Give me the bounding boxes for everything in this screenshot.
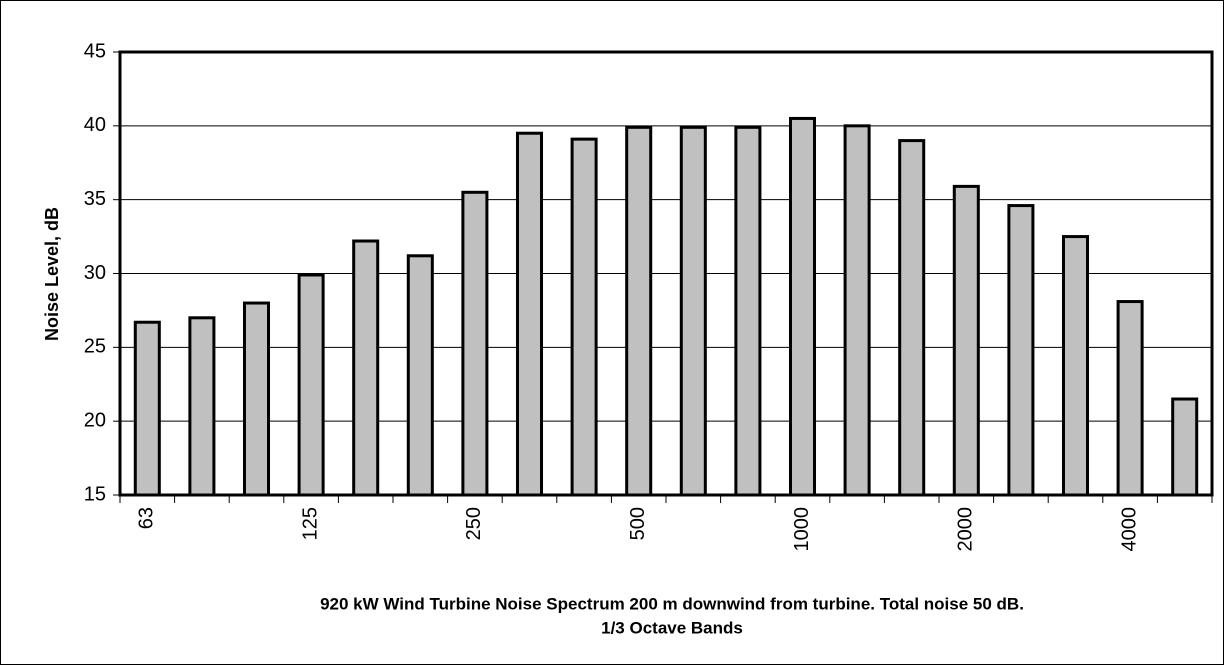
bar [406,254,434,497]
bar [843,124,871,497]
x-tick-label: 125 [299,507,321,540]
y-tick-label: 45 [84,40,106,62]
y-tick-label: 20 [84,409,106,431]
y-tick-label: 30 [84,262,106,284]
bar [1007,204,1035,497]
y-tick-label: 35 [84,188,106,210]
y-tick-label: 25 [84,336,106,358]
bar [625,125,653,497]
bar [515,131,544,497]
y-axis-label: Noise Level, dB [42,207,62,341]
bar [1116,300,1144,497]
bar [297,273,325,497]
bar [734,125,762,497]
x-tick-label: 500 [627,507,649,540]
y-tick-label: 40 [84,114,106,136]
x-tick-label: 63 [136,507,158,529]
bar [1061,235,1090,497]
bar [898,139,926,497]
bar [352,239,380,497]
bar [570,137,598,497]
plot-border [118,50,1214,497]
x-axis-label: 1/3 Octave Bands [601,618,743,637]
x-tick-label: 250 [463,507,485,540]
bar [461,190,489,497]
bar [1171,397,1199,497]
bar [679,125,707,497]
x-tick-label: 2000 [955,507,977,552]
y-tick-label: 15 [84,483,106,505]
bar [952,184,980,497]
bar [188,316,216,497]
x-axis-label: 920 kW Wind Turbine Noise Spectrum 200 m… [320,594,1024,613]
x-tick-label: 4000 [1118,507,1140,552]
x-tick-label: 1000 [791,507,813,552]
bar [133,320,161,497]
bar [242,301,271,497]
bar [788,116,817,497]
